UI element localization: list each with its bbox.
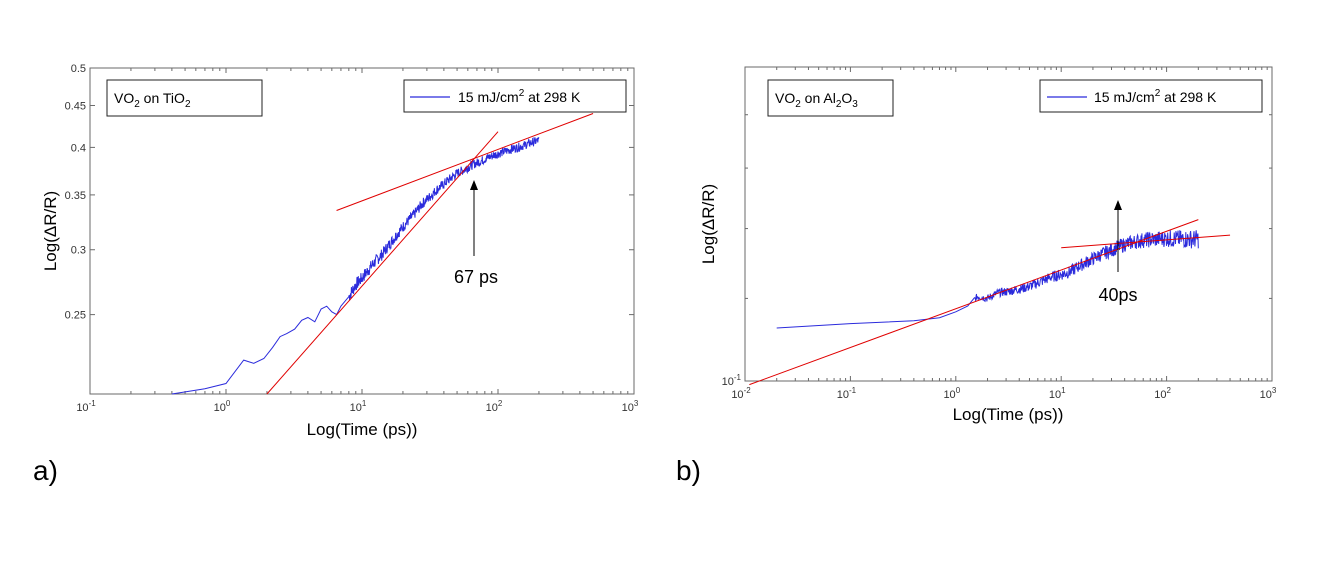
- y-tick-label: 0.25: [65, 310, 86, 322]
- fit-line: [1061, 234, 1231, 249]
- fit-line: [336, 113, 594, 211]
- chart-a-marks: [171, 113, 594, 395]
- chart-a-sample-text: VO2 on TiO2: [114, 90, 191, 110]
- y-tick-label: 0.45: [65, 100, 86, 112]
- chart-b-annotation: 40ps: [1098, 200, 1138, 305]
- x-tick-label: 102: [486, 399, 503, 414]
- x-tick-label: 10-2: [731, 386, 751, 401]
- chart-a-plot-frame: [89, 67, 635, 395]
- chart-b-sample-text: VO2 on Al2O3: [775, 90, 858, 110]
- data-series-line: [171, 136, 540, 395]
- chart-b-annotation-arrowhead: [1114, 200, 1122, 210]
- chart-b-legend-label: 15 mJ/cm2 at 298 K: [1094, 88, 1217, 105]
- chart-b-plot-frame: [744, 66, 1273, 382]
- chart-b-x-axis-label: Log(Time (ps)): [953, 405, 1064, 424]
- x-tick-label: 10-1: [76, 399, 96, 414]
- chart-b-y-axis-label: Log(ΔR/R): [699, 184, 718, 264]
- chart-a-legend-label: 15 mJ/cm2 at 298 K: [458, 88, 581, 105]
- fit-line: [749, 219, 1199, 386]
- y-tick-label: 0.35: [65, 190, 86, 202]
- panel-label-a: a): [33, 455, 58, 486]
- chart-b-sample-box: VO2 on Al2O3: [767, 79, 894, 117]
- chart-b-marks: [749, 219, 1231, 386]
- y-tick-label: 0.4: [71, 142, 86, 154]
- x-tick-label: 100: [943, 386, 960, 401]
- x-tick-label: 103: [622, 399, 639, 414]
- x-tick-label: 10-1: [837, 386, 857, 401]
- chart-a-annotation-text: 67 ps: [454, 267, 498, 287]
- y-tick-label: 0.5: [71, 63, 86, 75]
- fit-line: [266, 131, 499, 395]
- x-tick-label: 103: [1260, 386, 1277, 401]
- chart-a-sample-box: VO2 on TiO2: [106, 79, 263, 117]
- chart-b-x-ticks: 10-2 10-1 100 101 102 103: [731, 67, 1277, 401]
- chart-a: 10-1 100 101 102 103 0.25 0.3 0.35 0.4 0.45 0.5 L…: [33, 63, 639, 486]
- chart-a-y-axis-label: Log(ΔR/R): [41, 191, 60, 271]
- chart-a-annotation: 67 ps: [454, 180, 498, 287]
- x-tick-label: 100: [214, 399, 231, 414]
- x-tick-label: 102: [1154, 386, 1171, 401]
- x-tick-label: 101: [350, 399, 367, 414]
- y-tick-label: 10-1: [722, 373, 742, 388]
- data-series-line: [776, 230, 1199, 329]
- chart-a-annotation-arrowhead: [470, 180, 478, 190]
- chart-a-x-ticks: 10-1 100 101 102 103: [76, 68, 639, 414]
- chart-b: 10-2 10-1 100 101 102 103 10-1 Log(Time (ps))…: [676, 66, 1277, 486]
- chart-a-x-axis-label: Log(Time (ps)): [307, 420, 418, 439]
- chart-a-legend: 15 mJ/cm2 at 298 K: [403, 79, 627, 113]
- panel-label-b: b): [676, 455, 701, 486]
- chart-b-annotation-text: 40ps: [1098, 285, 1137, 305]
- chart-b-legend: 15 mJ/cm2 at 298 K: [1039, 79, 1263, 113]
- x-tick-label: 101: [1049, 386, 1066, 401]
- chart-b-y-ticks: 10-1: [722, 114, 1272, 388]
- y-tick-label: 0.3: [71, 245, 86, 257]
- chart-a-y-ticks: 0.25 0.3 0.35 0.4 0.45 0.5: [65, 63, 634, 322]
